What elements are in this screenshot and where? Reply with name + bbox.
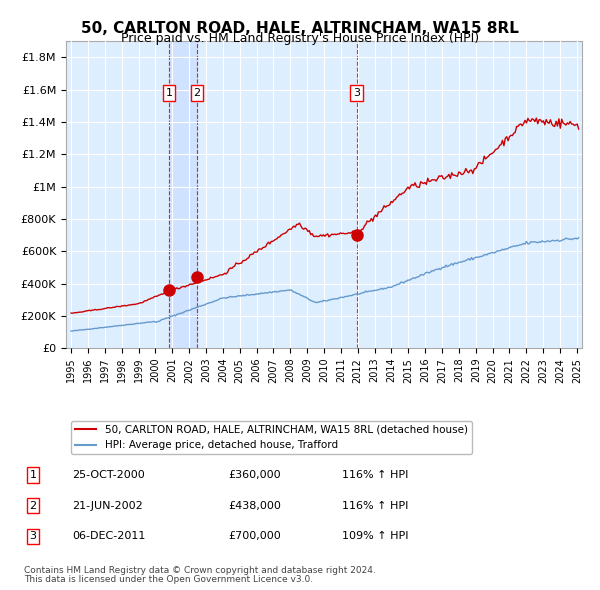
Text: £438,000: £438,000	[228, 501, 281, 510]
Text: 25-OCT-2000: 25-OCT-2000	[72, 470, 145, 480]
Legend: 50, CARLTON ROAD, HALE, ALTRINCHAM, WA15 8RL (detached house), HPI: Average pric: 50, CARLTON ROAD, HALE, ALTRINCHAM, WA15…	[71, 421, 472, 454]
Text: 06-DEC-2011: 06-DEC-2011	[72, 532, 145, 541]
Text: 2: 2	[29, 501, 37, 510]
Text: 1: 1	[166, 88, 173, 98]
Bar	[169, 41, 197, 348]
Text: Contains HM Land Registry data © Crown copyright and database right 2024.: Contains HM Land Registry data © Crown c…	[24, 566, 376, 575]
Text: 109% ↑ HPI: 109% ↑ HPI	[342, 532, 409, 541]
Text: 50, CARLTON ROAD, HALE, ALTRINCHAM, WA15 8RL: 50, CARLTON ROAD, HALE, ALTRINCHAM, WA15…	[81, 21, 519, 35]
Text: Price paid vs. HM Land Registry's House Price Index (HPI): Price paid vs. HM Land Registry's House …	[121, 32, 479, 45]
Text: 116% ↑ HPI: 116% ↑ HPI	[342, 470, 409, 480]
Text: 3: 3	[29, 532, 37, 541]
Text: 1: 1	[29, 470, 37, 480]
Text: 3: 3	[353, 88, 360, 98]
Text: 116% ↑ HPI: 116% ↑ HPI	[342, 501, 409, 510]
Text: £360,000: £360,000	[228, 470, 281, 480]
Text: 2: 2	[193, 88, 200, 98]
Text: £700,000: £700,000	[228, 532, 281, 541]
Text: 21-JUN-2002: 21-JUN-2002	[72, 501, 143, 510]
Text: This data is licensed under the Open Government Licence v3.0.: This data is licensed under the Open Gov…	[24, 575, 313, 584]
